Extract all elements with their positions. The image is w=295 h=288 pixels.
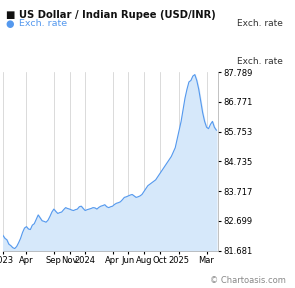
Text: © Chartoasis.com: © Chartoasis.com (210, 276, 286, 285)
Text: Exch. rate: Exch. rate (19, 19, 67, 28)
Text: ■ US Dollar / Indian Rupee (USD/INR): ■ US Dollar / Indian Rupee (USD/INR) (6, 10, 216, 20)
Text: Exch. rate: Exch. rate (237, 57, 283, 67)
Text: ●: ● (6, 19, 14, 29)
Text: Exch. rate: Exch. rate (237, 19, 283, 28)
